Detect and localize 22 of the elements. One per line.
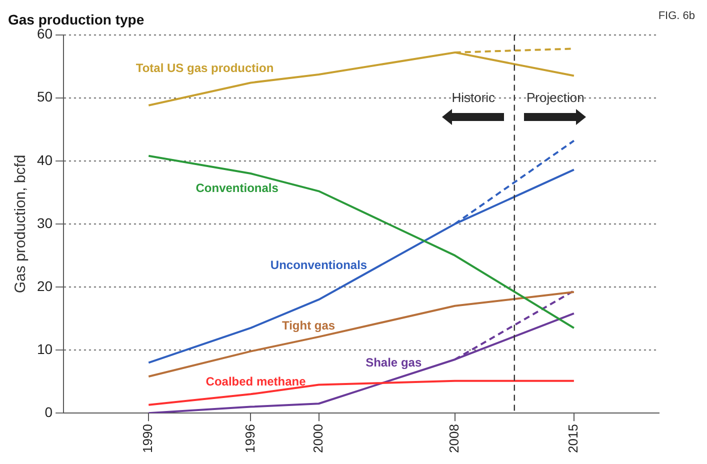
- y-tick-label: 20: [36, 278, 53, 294]
- y-tick-label: 40: [36, 152, 53, 168]
- x-tick-label: 2000: [310, 424, 326, 453]
- series-label: Shale gas: [366, 356, 422, 370]
- series-label: Total US gas production: [136, 61, 274, 76]
- x-tick-label: 1990: [140, 424, 156, 453]
- x-tick-label: 2015: [566, 424, 581, 453]
- caption: FIG. 6b: [658, 10, 695, 22]
- series-label: Coalbed methane: [206, 374, 306, 388]
- annotation: Historic: [450, 90, 496, 106]
- series-label: Tight gas: [282, 318, 336, 332]
- y-axis-title: Gas production, bcfd: [12, 154, 30, 294]
- series-label: Conventionals: [196, 180, 279, 195]
- x-tick-label: 2008: [446, 424, 462, 453]
- y-tick-label: 50: [36, 88, 53, 105]
- series-label: Unconventionals: [270, 258, 368, 272]
- y-tick-label: 10: [36, 340, 53, 357]
- y-tick-label: 30: [36, 214, 53, 231]
- x-tick-label: 1996: [242, 424, 258, 453]
- y-tick-label: 0: [44, 404, 53, 420]
- chart-title: Gas production type: [8, 11, 144, 28]
- annotation: Projection: [525, 90, 586, 106]
